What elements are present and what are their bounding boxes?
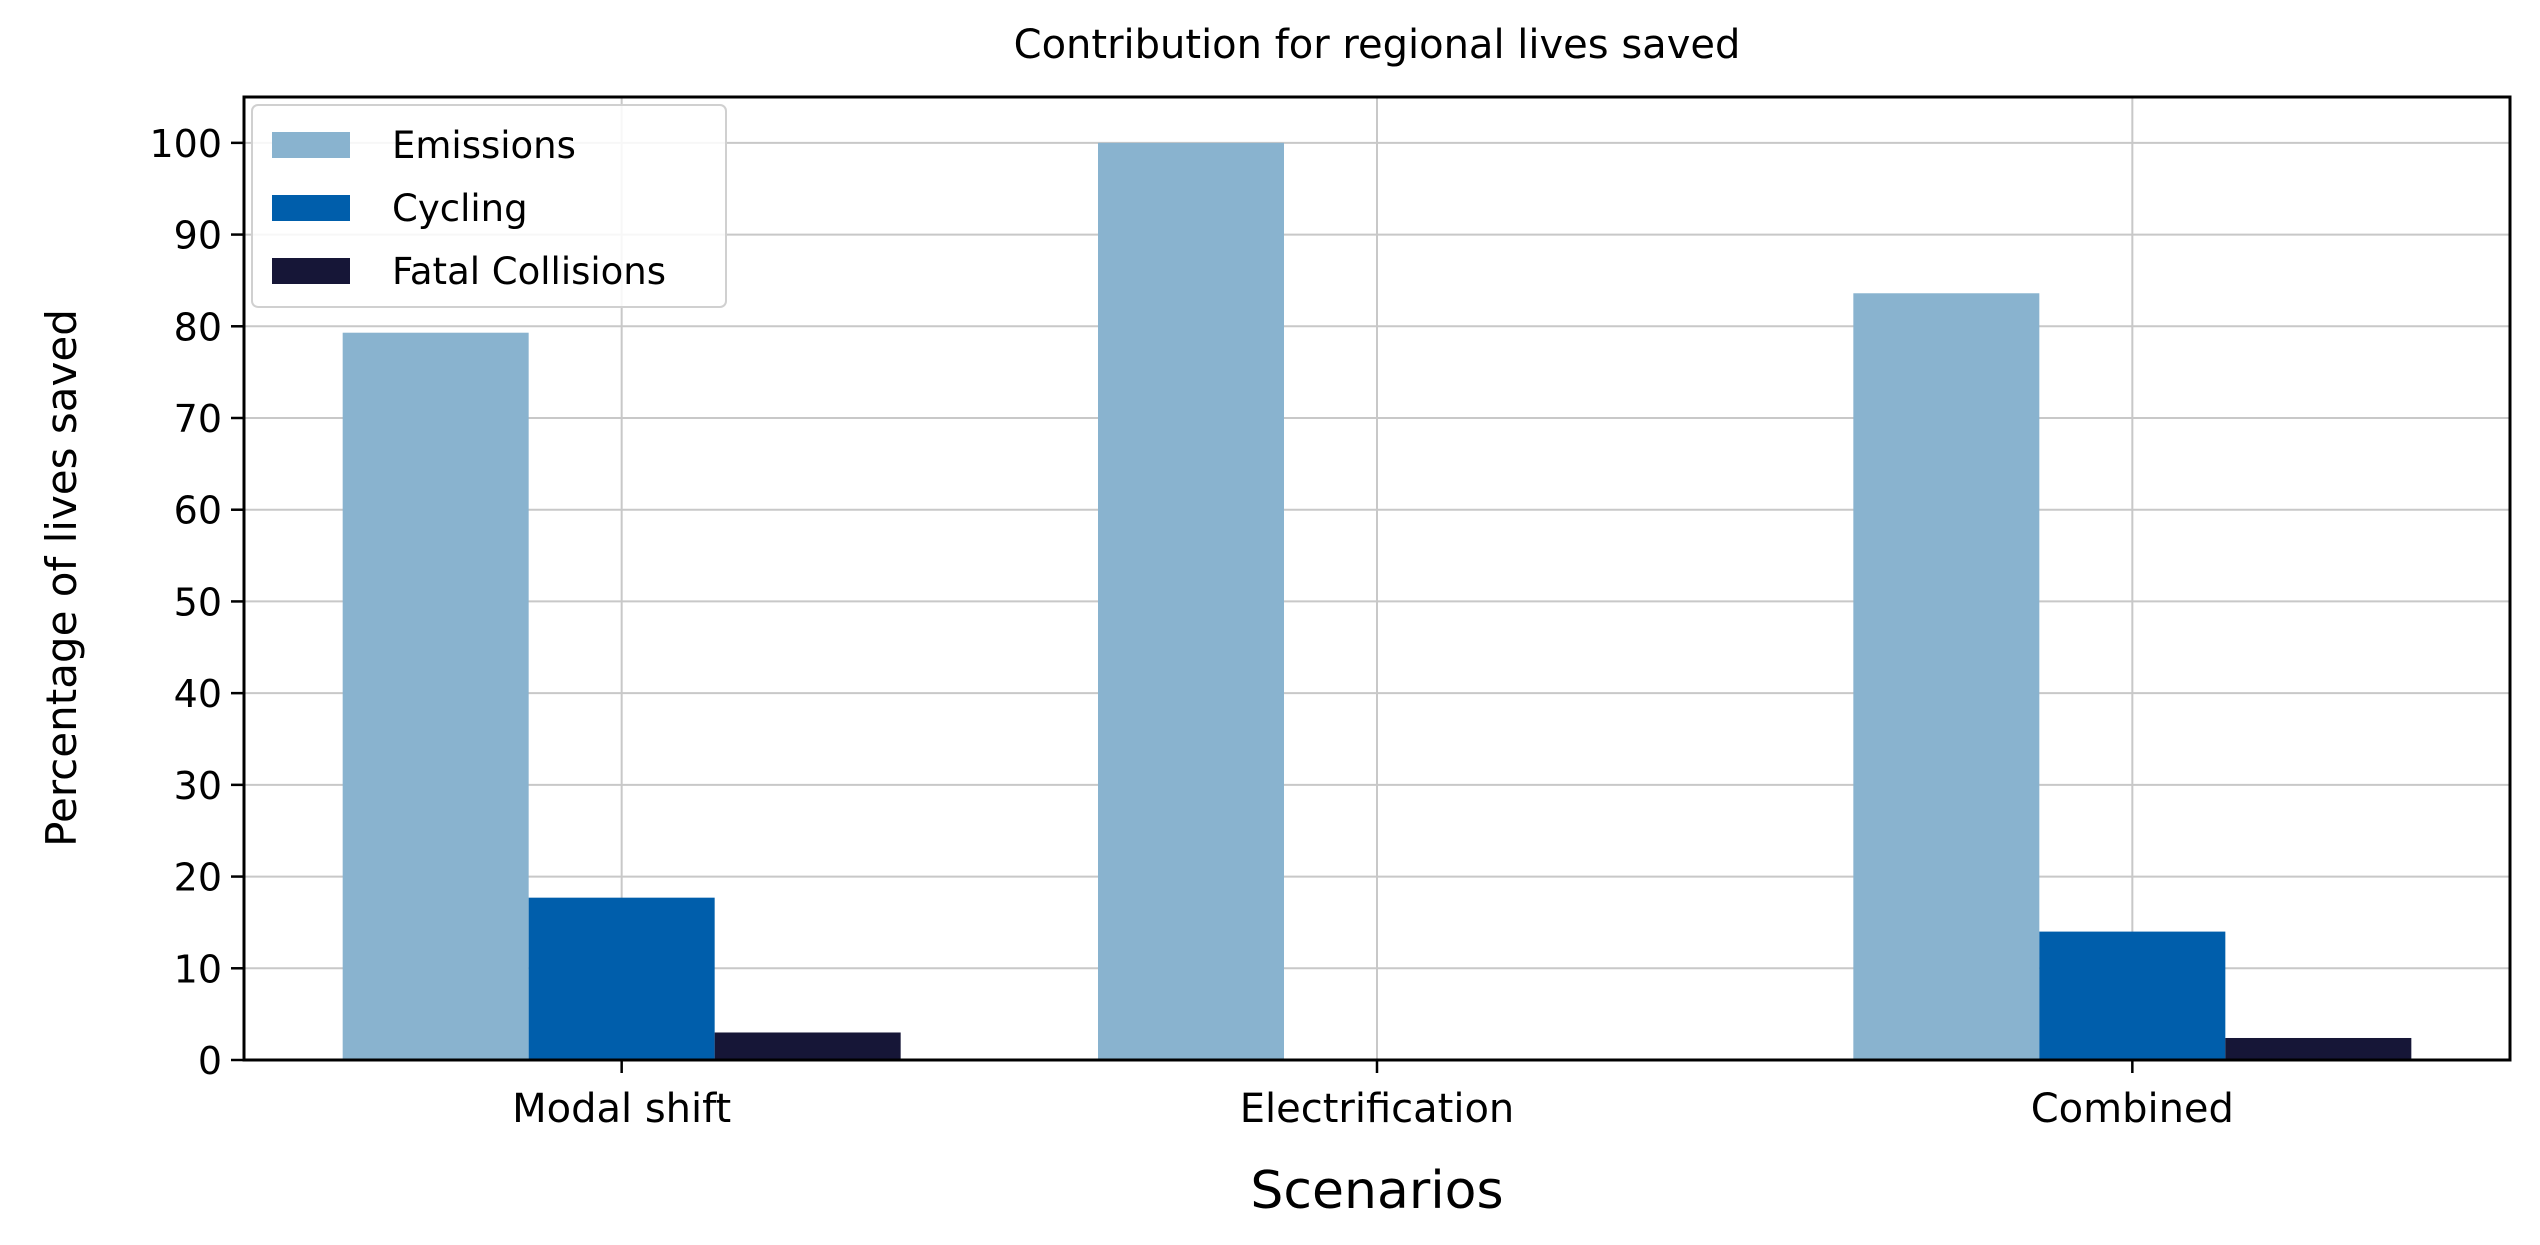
- x-axis-ticks: Modal shift Electrification Combined: [512, 1060, 2234, 1132]
- bar-fatal-collisions: [714, 1032, 901, 1060]
- y-tick-label: 30: [174, 764, 222, 808]
- chart-title: Contribution for regional lives saved: [1014, 22, 1741, 68]
- y-tick-label: 100: [149, 122, 222, 166]
- x-axis-label: Scenarios: [1250, 1161, 1503, 1221]
- y-tick-label: 90: [174, 214, 222, 258]
- x-tick-label: Electrification: [1240, 1086, 1515, 1132]
- y-tick-label: 0: [198, 1039, 222, 1083]
- y-tick-label: 20: [174, 856, 222, 900]
- y-tick-label: 10: [174, 947, 222, 991]
- legend-label: Fatal Collisions: [392, 250, 666, 293]
- y-tick-label: 80: [174, 305, 222, 349]
- legend-swatch: [272, 195, 350, 221]
- legend-swatch: [272, 258, 350, 284]
- bar-cycling: [528, 897, 715, 1060]
- x-tick-label: Combined: [2031, 1086, 2234, 1132]
- bar-emissions: [342, 332, 529, 1061]
- y-axis-label: Percentage of lives saved: [37, 309, 86, 847]
- bars: [342, 142, 2412, 1061]
- y-axis-ticks: 0 10 20 30 40 50 60 70 80 90 100: [149, 122, 244, 1083]
- y-tick-label: 40: [174, 672, 222, 716]
- bar-fatal-collisions: [2225, 1037, 2412, 1060]
- legend: Emissions Cycling Fatal Collisions: [251, 104, 727, 308]
- legend-box: [251, 104, 727, 308]
- legend-label: Cycling: [392, 187, 528, 230]
- bar-emissions: [1098, 142, 1284, 1060]
- bar-cycling: [2039, 931, 2226, 1060]
- y-tick-label: 70: [174, 397, 222, 441]
- y-tick-label: 60: [174, 489, 222, 533]
- legend-label: Emissions: [392, 124, 576, 167]
- legend-swatch: [272, 132, 350, 158]
- bar-emissions: [1853, 293, 2040, 1061]
- x-tick-label: Modal shift: [512, 1086, 731, 1132]
- y-tick-label: 50: [174, 580, 222, 624]
